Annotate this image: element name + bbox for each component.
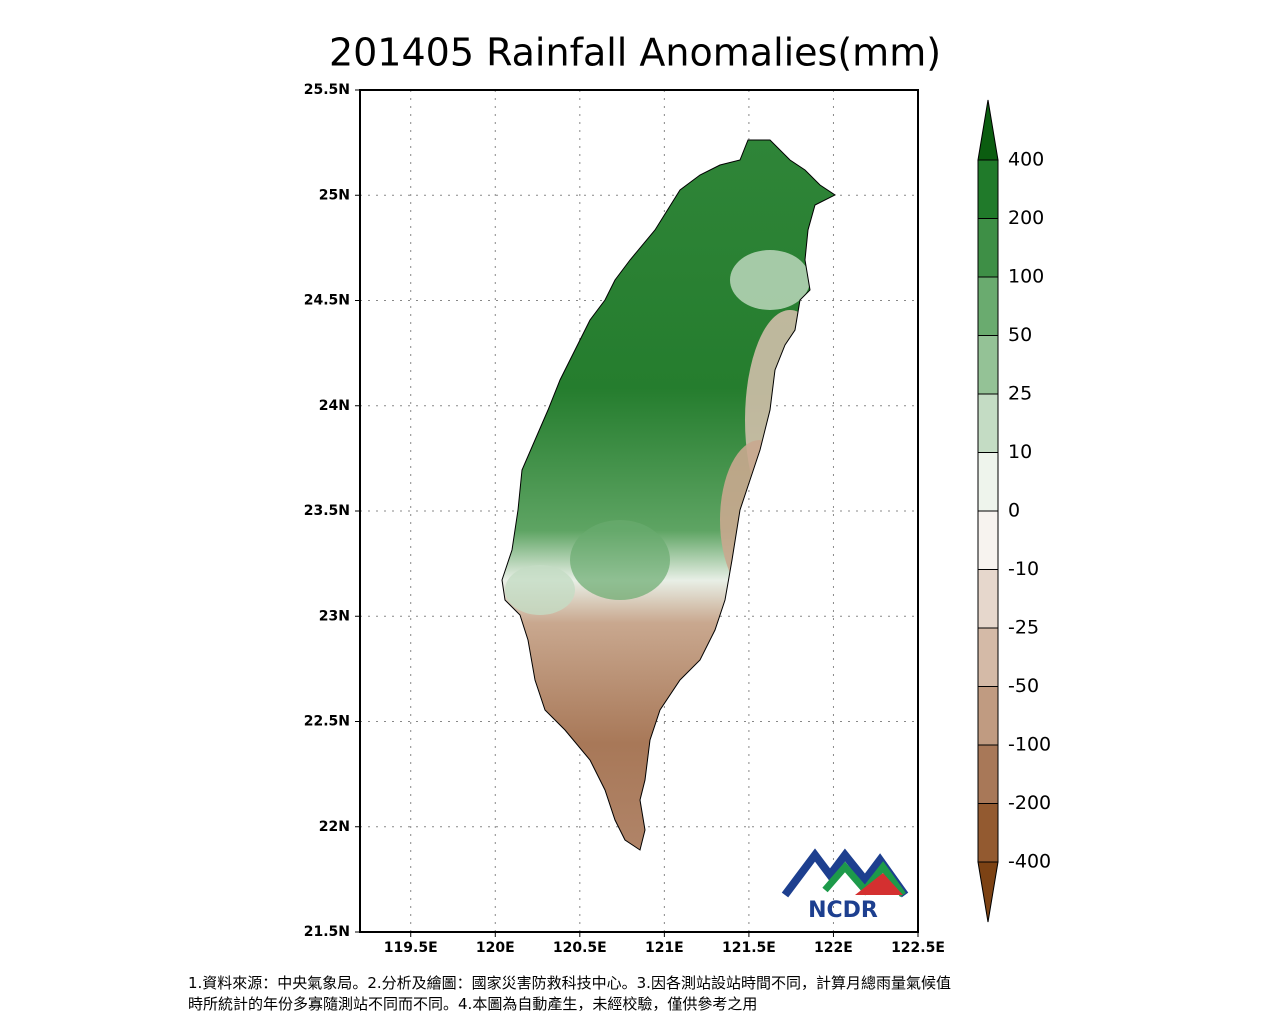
y-tick-label: 24.5N xyxy=(304,293,350,309)
x-tick-label: 119.5E xyxy=(384,940,438,956)
x-tick-label: 120E xyxy=(476,940,515,956)
colorbar-label: -400 xyxy=(1008,851,1051,873)
x-tick-label: 120.5E xyxy=(553,940,607,956)
x-tick-label: 121E xyxy=(645,940,684,956)
colorbar-label: 50 xyxy=(1008,324,1032,346)
colorbar-band xyxy=(977,159,999,219)
ncdr-logo: NCDR xyxy=(781,848,909,923)
x-tick-label: 121.5E xyxy=(722,940,776,956)
logo-text: NCDR xyxy=(808,898,878,923)
colorbar-band xyxy=(977,686,999,746)
colorbar-band xyxy=(977,803,999,863)
colorbar-band xyxy=(977,744,999,804)
colorbar-label: 10 xyxy=(1008,441,1032,463)
y-tick-label: 25.5N xyxy=(304,82,350,98)
colorbar-label: 25 xyxy=(1008,383,1032,405)
colorbar-label: -10 xyxy=(1008,558,1039,580)
footnote-line: 時所統計的年份多寡隨測站不同而不同。4.本圖為自動產生，未經校驗，僅供參考之用 xyxy=(188,995,757,1013)
colorbar-label: -25 xyxy=(1008,617,1039,639)
y-tick-label: 22N xyxy=(319,819,350,835)
y-tick-label: 23N xyxy=(319,608,350,624)
colorbar-label: 0 xyxy=(1008,500,1020,522)
y-tick-label: 24N xyxy=(319,398,350,414)
colorbar-label: 200 xyxy=(1008,207,1044,229)
y-tick-label: 22.5N xyxy=(304,714,350,730)
colorbar-label: 400 xyxy=(1008,149,1044,171)
colorbar-label: -100 xyxy=(1008,734,1051,756)
footnote-line: 1.資料來源：中央氣象局。2.分析及繪圖：國家災害防救科技中心。3.因各測站設站… xyxy=(188,974,951,992)
colorbar-extend xyxy=(977,99,999,161)
colorbar-band xyxy=(977,452,999,512)
colorbar-band xyxy=(977,276,999,336)
x-tick-label: 122.5E xyxy=(891,940,945,956)
colorbar-extend xyxy=(977,861,999,923)
map-title: 201405 Rainfall Anomalies(mm) xyxy=(329,31,941,75)
x-tick-label: 122E xyxy=(814,940,853,956)
colorbar-band xyxy=(977,510,999,570)
colorbar-band xyxy=(977,218,999,278)
colorbar-label: -50 xyxy=(1008,675,1039,697)
colorbar-label: 100 xyxy=(1008,266,1044,288)
anomaly-field xyxy=(502,140,835,850)
y-tick-label: 25N xyxy=(319,187,350,203)
y-tick-label: 23.5N xyxy=(304,503,350,519)
colorbar-band xyxy=(977,627,999,687)
colorbar-band xyxy=(977,569,999,629)
colorbar-band xyxy=(977,393,999,453)
colorbar-label: -200 xyxy=(1008,792,1051,814)
colorbar-band xyxy=(977,335,999,395)
y-tick-label: 21.5N xyxy=(304,924,350,940)
